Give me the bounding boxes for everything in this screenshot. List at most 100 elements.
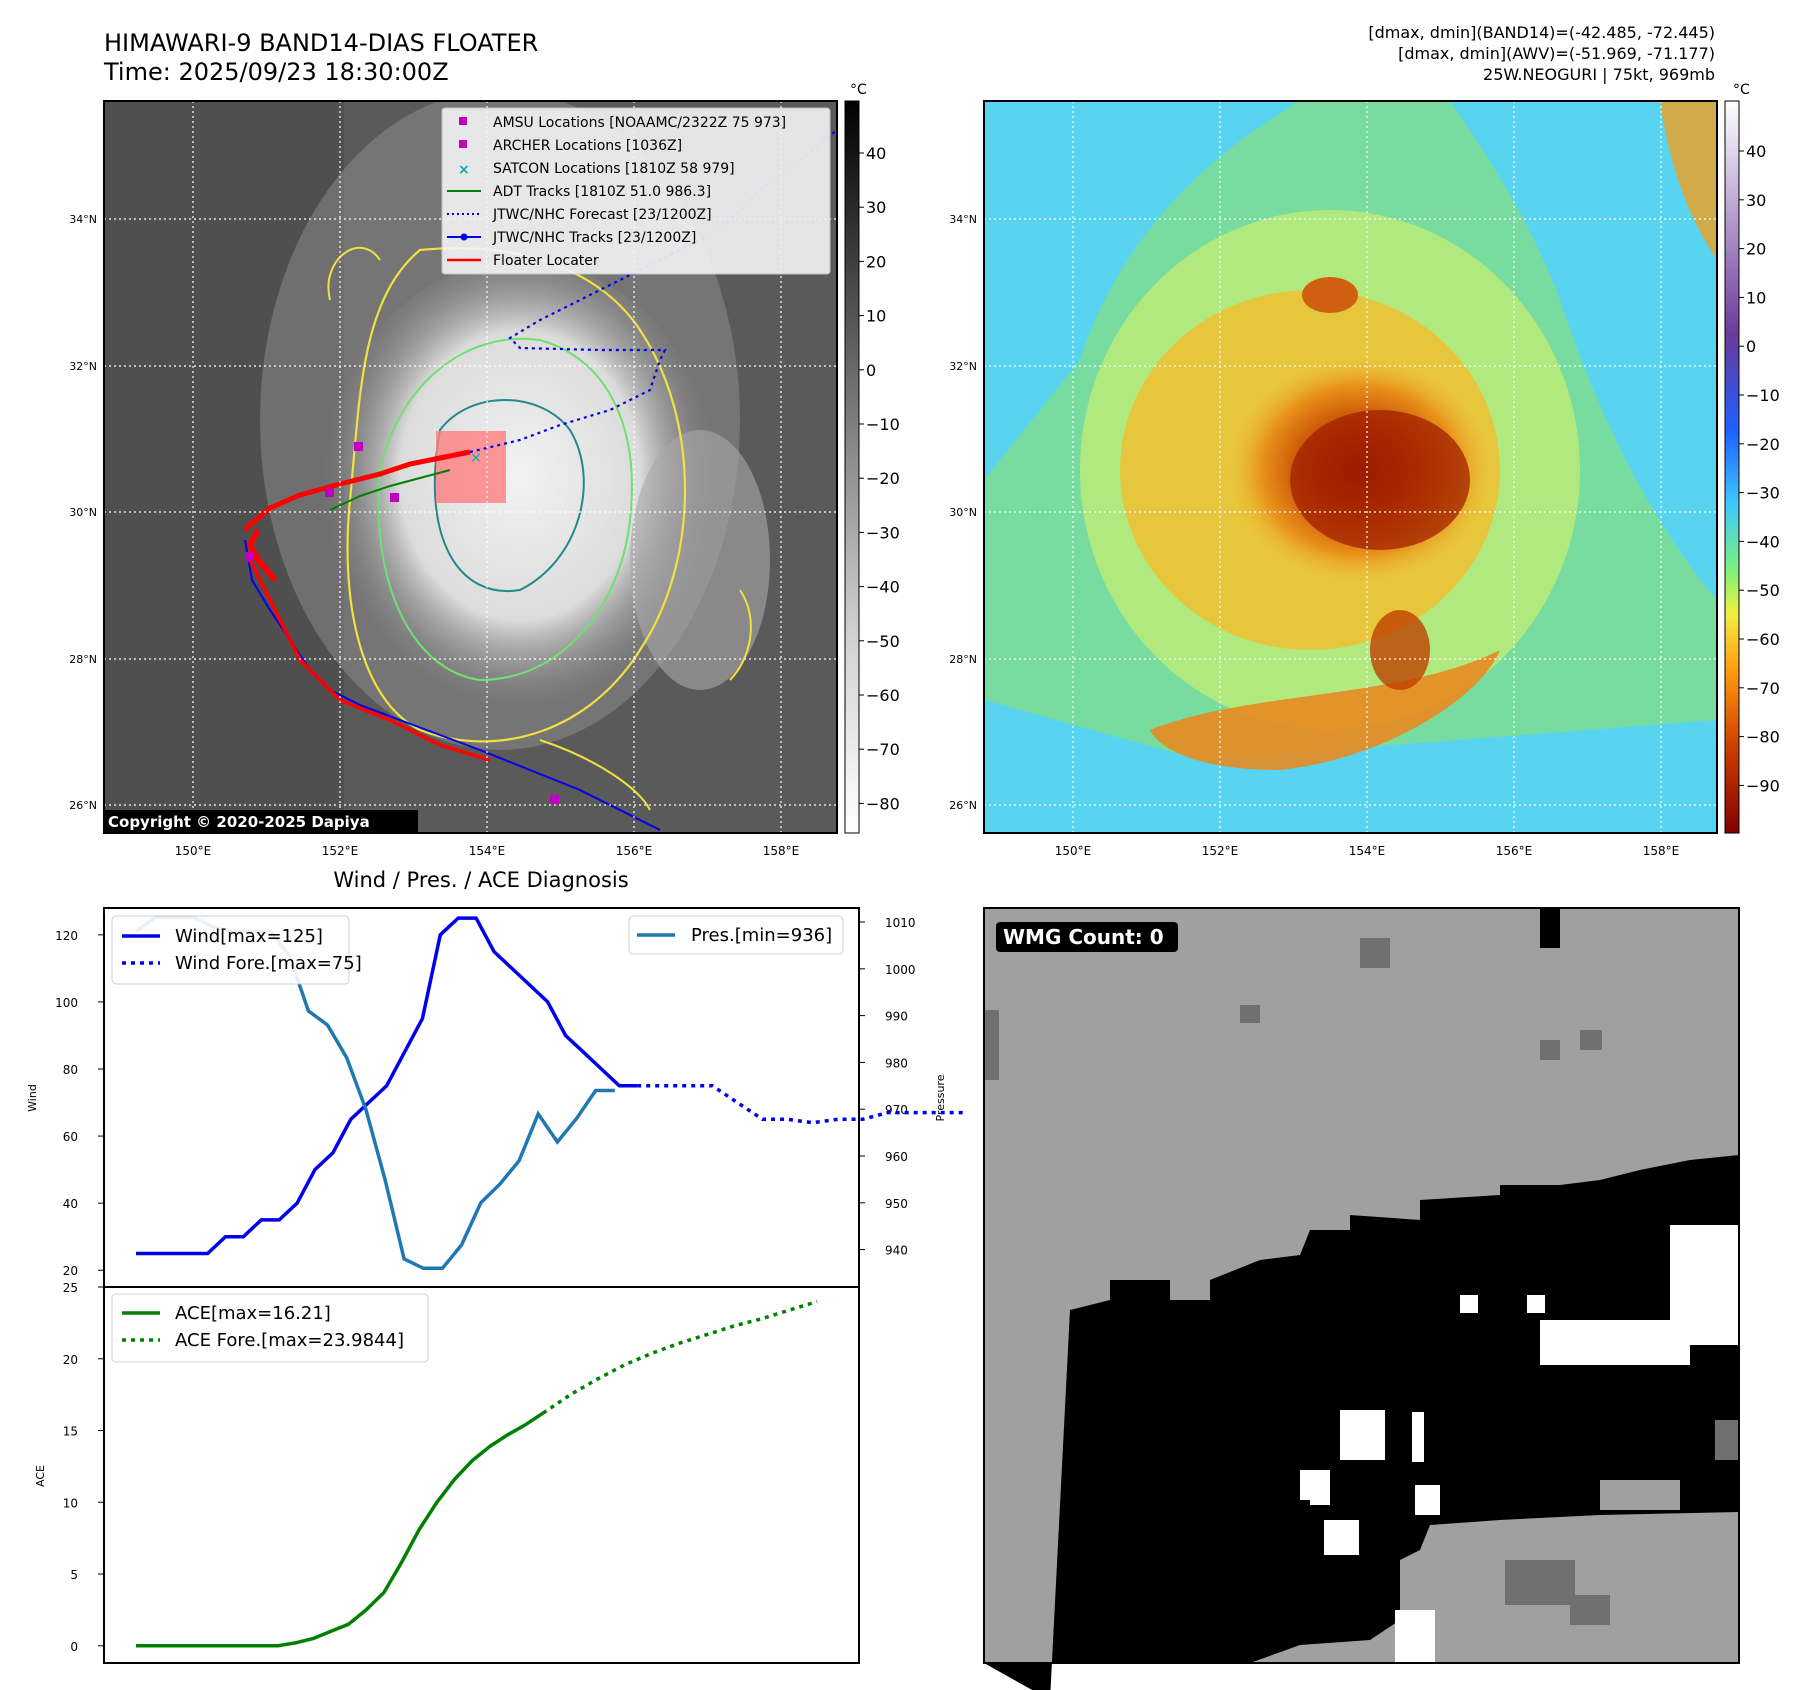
- ace-forecast-line: [542, 1299, 818, 1415]
- legend-jtwc-forecast: JTWC/NHC Forecast [23/1200Z]: [492, 207, 712, 223]
- colorbar-label: −40: [1746, 532, 1780, 551]
- adt-track: [329, 469, 451, 511]
- colorbar-label: 40: [866, 144, 886, 163]
- legend-archer: ARCHER Locations [1036Z]: [493, 138, 682, 154]
- legend-ace: ACE[max=16.21]: [175, 1303, 331, 1324]
- wind-tick-label: 120: [55, 929, 78, 943]
- colorbar-label: −80: [1746, 728, 1780, 747]
- floater-track: [243, 449, 471, 532]
- pressure-ylabel: Pressure: [934, 1074, 947, 1121]
- lon-tick: 150°E: [1055, 844, 1092, 858]
- colorbar-label: −50: [1746, 581, 1780, 600]
- copyright-badge: [104, 810, 418, 833]
- colorbar-label: −20: [866, 469, 900, 488]
- ace-ylabel: ACE: [34, 1465, 47, 1487]
- colorbar-label: 20: [866, 252, 886, 271]
- lat-tick: 34°N: [949, 213, 977, 226]
- wind-tick-label: 20: [63, 1264, 78, 1278]
- pressure-tick-label: 1010: [885, 916, 916, 930]
- pressure-legend: [628, 915, 844, 955]
- storm-info: 25W.NEOGURI | 75kt, 969mb: [1483, 65, 1715, 84]
- lat-tick: 26°N: [949, 799, 977, 812]
- lon-tick: 156°E: [616, 844, 653, 858]
- colorbar-label: 10: [866, 307, 886, 326]
- contour-green: [377, 337, 633, 682]
- colorbar-label: 30: [1746, 191, 1766, 210]
- pressure-tick-label: 970: [885, 1103, 908, 1117]
- floater-box: [436, 431, 506, 503]
- colorbar-label: −60: [866, 686, 900, 705]
- colorbar-unit: °C: [1733, 82, 1750, 98]
- legend-floater: Floater Locater: [493, 253, 599, 269]
- pressure-tick-label: 960: [885, 1150, 908, 1164]
- wind-tick-label: 80: [63, 1063, 78, 1077]
- figure-time: Time: 2025/09/23 18:30:00Z: [103, 58, 449, 86]
- legend-wind: Wind[max=125]: [175, 926, 323, 947]
- colorbar-label: −40: [866, 578, 900, 597]
- ace-tick-label: 25: [63, 1281, 78, 1295]
- svg-text:×: ×: [458, 162, 470, 178]
- colorbar-label: −90: [1746, 776, 1780, 795]
- lon-tick: 152°E: [322, 844, 359, 858]
- wind-series-line: [136, 916, 638, 1256]
- colorbar-label: 20: [1746, 240, 1766, 259]
- legend-wind-forecast: Wind Fore.[max=75]: [175, 953, 362, 974]
- storm-cloud-shield: [320, 260, 720, 740]
- legend-pressure: Pres.[min=936]: [691, 925, 832, 946]
- ir-map-panel: × 34°N 32°N 30°N 28°N 26°N 150°E 152°E 1…: [69, 100, 838, 858]
- pressure-tick-label: 980: [885, 1056, 908, 1070]
- legend-satcon: SATCON Locations [1810Z 58 979]: [493, 161, 735, 177]
- colorbar-label: −70: [1746, 679, 1780, 698]
- wmg-count: WMG Count: 0: [1003, 925, 1164, 949]
- lon-tick: 154°E: [1349, 844, 1386, 858]
- wind-tick-label: 60: [63, 1130, 78, 1144]
- jtwc-forecast: [469, 129, 837, 454]
- lon-tick: 154°E: [469, 844, 506, 858]
- pressure-tick-label: 990: [885, 1010, 908, 1024]
- colorbar-label: −30: [866, 523, 900, 542]
- lat-tick: 30°N: [69, 506, 97, 519]
- awv-stats: [dmax, dmin](AWV)=(-51.969, -71.177): [1398, 44, 1715, 63]
- ace-tick-label: 5: [70, 1568, 78, 1582]
- lat-tick: 30°N: [949, 506, 977, 519]
- colorbar-label: 40: [1746, 142, 1766, 161]
- lat-tick: 32°N: [69, 360, 97, 373]
- wind-forecast-line: [637, 1084, 963, 1125]
- ace-tick-label: 20: [63, 1353, 78, 1367]
- ace-tick-label: 0: [70, 1640, 78, 1654]
- wmg-count-badge: [996, 922, 1178, 952]
- colorbar-label: −50: [866, 632, 900, 651]
- wmg-panel: WMG Count: 0: [983, 907, 1740, 1690]
- awv-grid: [984, 101, 1717, 833]
- colorbar-label: −60: [1746, 630, 1780, 649]
- lon-tick: 150°E: [175, 844, 212, 858]
- colorbar-label: 0: [1746, 337, 1756, 356]
- jtwc-track: [244, 539, 661, 831]
- diagnosis-title: Wind / Pres. / ACE Diagnosis: [333, 868, 628, 892]
- contour-yellow: [346, 247, 686, 743]
- ace-tick-label: 10: [63, 1496, 78, 1510]
- colorbar-label: 10: [1746, 288, 1766, 307]
- pressure-tick-label: 1000: [885, 963, 916, 977]
- colorbar-label: −80: [866, 794, 900, 813]
- wind-tick-label: 40: [63, 1197, 78, 1211]
- wind-pressure-panel: 120 100 80 60 40 20 1010 1000 990 980 970 960 950 94…: [55, 907, 963, 1288]
- awv-map-panel: 34°N 32°N 30°N 28°N 26°N 150°E 152°E 154…: [949, 100, 1718, 858]
- colorbar-label: 0: [866, 361, 876, 380]
- contour-teal: [433, 399, 585, 593]
- lat-tick: 34°N: [69, 213, 97, 226]
- wmg-white-patch: [1540, 1320, 1690, 1365]
- wind-ylabel: Wind: [26, 1084, 39, 1112]
- lat-tick: 26°N: [69, 799, 97, 812]
- colorbar-label: −70: [866, 740, 900, 759]
- legend-adt: ADT Tracks [1810Z 51.0 986.3]: [493, 184, 711, 200]
- colorbar-label: −10: [866, 415, 900, 434]
- colorbar-label: 30: [866, 198, 886, 217]
- pressure-tick-label: 940: [885, 1244, 908, 1258]
- copyright-text: Copyright © 2020-2025 Dapiya: [108, 813, 370, 831]
- colorbar-label: −10: [1746, 386, 1780, 405]
- lat-tick: 32°N: [949, 360, 977, 373]
- colorbar-unit: °C: [850, 82, 867, 98]
- legend-amsu: AMSU Locations [NOAAMC/2322Z 75 973]: [493, 115, 786, 131]
